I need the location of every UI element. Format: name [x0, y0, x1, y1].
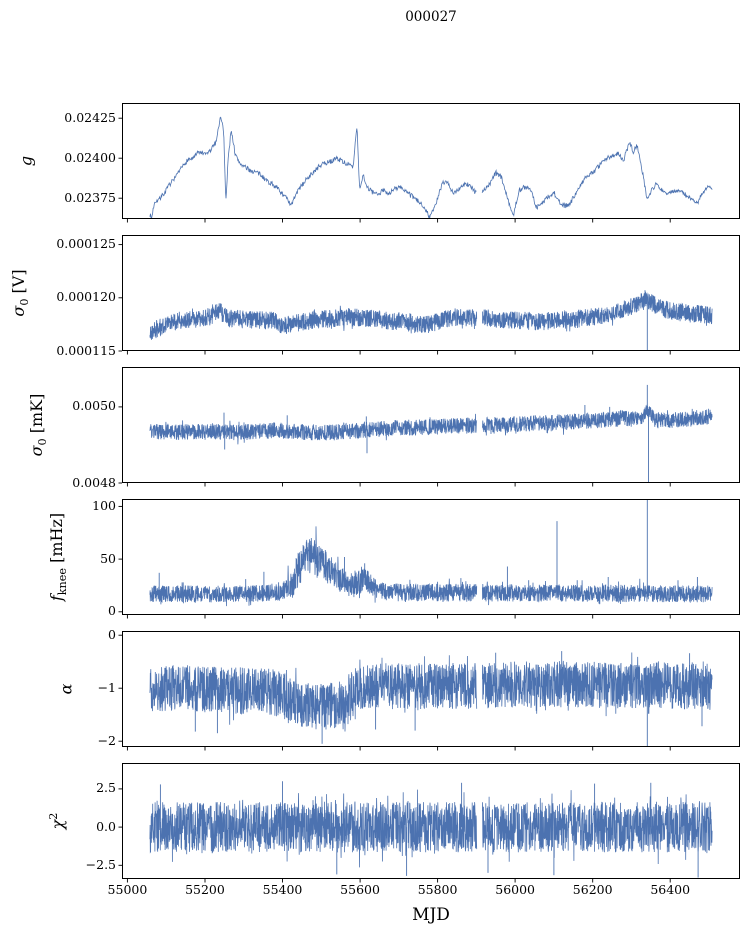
y-tick-label: 100 — [92, 497, 116, 513]
plot-area-fknee — [118, 499, 740, 619]
y-tick-label: 0.0048 — [72, 474, 116, 490]
plot-area-g — [118, 103, 740, 223]
ylabel-g: g — [16, 155, 36, 167]
ylabel-alpha: α — [56, 683, 76, 695]
subplot-sigma0-v: σ0 [V] 0.000125 0.000120 0.000115 — [0, 235, 749, 356]
ylabel-fknee: fknee [mHz] — [47, 512, 69, 602]
x-tick-label: 55000 — [107, 882, 148, 897]
plot-area-chi2 — [118, 763, 740, 883]
plot-area-sigma0-v — [118, 235, 740, 355]
plot-area-sigma0-mk — [118, 367, 740, 487]
y-tick-label: 0.000120 — [56, 289, 116, 305]
y-tick-label: 0.000115 — [56, 342, 116, 358]
y-tick-label: 0.0050 — [72, 398, 116, 414]
plot-area-alpha — [118, 631, 740, 751]
x-tick-label: 56400 — [650, 882, 691, 897]
y-tick-label: −2.5 — [85, 856, 116, 872]
x-tick-label: 55600 — [340, 882, 380, 897]
figure-title: 000027 — [405, 9, 457, 25]
ylabel-sigma0-v: σ0 [V] — [9, 269, 31, 317]
subplot-chi2: χ2 2.5 0.0 −2.5 — [0, 763, 749, 883]
subplot-fknee: fknee [mHz] 100 50 0 — [0, 497, 749, 619]
x-axis-label: MJD — [412, 905, 450, 925]
subplot-sigma0-mk: σ0 [mK] 0.0050 0.0048 — [0, 367, 749, 488]
y-tick-label: 2.5 — [96, 780, 116, 796]
y-tick-label: 0.000125 — [56, 236, 116, 252]
ylabel-chi2: χ2 — [47, 812, 67, 830]
y-tick-label: −2 — [97, 732, 116, 748]
y-tick-label: −1 — [97, 679, 116, 695]
x-tick-label: 55800 — [417, 882, 458, 897]
y-tick-label: 50 — [100, 550, 116, 566]
x-tick-label: 55200 — [185, 882, 225, 897]
y-tick-label: 0 — [108, 626, 116, 642]
y-tick-label: 0.02400 — [64, 149, 116, 165]
y-tick-label: 0 — [108, 603, 116, 619]
x-tick-label: 55400 — [262, 882, 303, 897]
ylabel-sigma0-mk: σ0 [mK] — [27, 393, 49, 457]
subplot-g: g 0.02425 0.02400 0.02375 — [0, 103, 749, 223]
subplot-alpha: α 0 −1 −2 — [0, 626, 749, 751]
x-tick-label: 56200 — [572, 882, 613, 897]
y-tick-label: 0.02375 — [64, 189, 116, 205]
y-tick-label: 0.0 — [96, 818, 116, 834]
x-tick-label: 56000 — [495, 882, 536, 897]
y-tick-label: 0.02425 — [64, 109, 116, 125]
